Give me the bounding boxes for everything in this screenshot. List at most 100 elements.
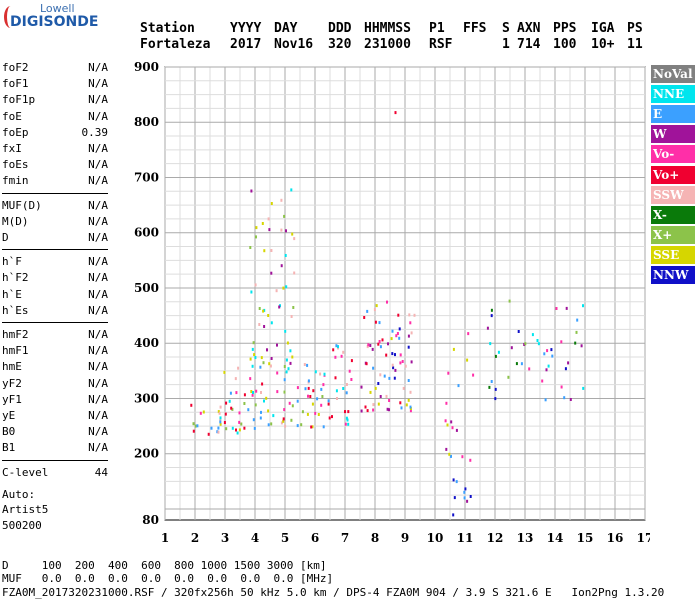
data-point [238, 428, 241, 432]
data-point [472, 373, 475, 377]
data-point [322, 383, 325, 387]
param-name: fxI [2, 142, 22, 155]
data-point [410, 331, 413, 335]
x-tick-label: 17 [637, 531, 650, 545]
data-point [283, 390, 286, 394]
data-point [285, 285, 288, 289]
data-point [469, 495, 472, 498]
data-point [319, 372, 322, 376]
legend-item-vo-: Vo- [651, 145, 695, 164]
header-label: AXN [517, 21, 541, 36]
data-point [340, 354, 343, 358]
data-point [301, 410, 304, 414]
data-point [293, 271, 296, 275]
data-point [263, 399, 265, 403]
data-point [410, 360, 413, 364]
data-point [524, 342, 527, 346]
data-point [463, 490, 466, 494]
x-tick-label: 15 [577, 531, 594, 545]
divider [2, 249, 108, 251]
data-point [253, 353, 256, 357]
data-point [345, 416, 348, 420]
param-row: foEp 0.39 [2, 125, 108, 141]
data-point [575, 330, 578, 334]
param-name: h`F2 [2, 271, 29, 285]
data-point [219, 418, 222, 422]
data-point [576, 318, 579, 322]
data-point [219, 416, 222, 420]
data-point [320, 387, 323, 391]
data-point [490, 308, 493, 312]
x-tick-label: 2 [191, 531, 199, 545]
param-name: yF1 [2, 392, 22, 406]
param-row: yF1 N/A [2, 392, 108, 408]
divider [2, 459, 108, 461]
data-point [486, 326, 489, 330]
data-point [247, 408, 250, 412]
data-point [331, 415, 333, 419]
data-point [391, 352, 394, 356]
data-point [283, 378, 286, 382]
data-point [360, 385, 363, 389]
data-point [494, 354, 497, 358]
data-point [269, 364, 272, 368]
data-point [464, 487, 467, 491]
divider [2, 322, 108, 323]
data-point [275, 289, 278, 293]
data-point [252, 391, 254, 394]
header-value: 714 [517, 37, 541, 52]
legend-item-e: E [651, 105, 695, 124]
data-point [386, 300, 388, 304]
data-point [265, 396, 268, 400]
data-point [280, 421, 283, 425]
data-point [394, 111, 397, 115]
data-point [334, 355, 337, 359]
header-label: HHMMSS [364, 21, 411, 36]
data-point [523, 343, 526, 346]
param-value: N/A [88, 303, 108, 317]
data-point [255, 389, 258, 393]
data-point [270, 357, 273, 360]
x-tick-label: 6 [311, 531, 319, 545]
data-point [266, 348, 268, 352]
data-point [267, 314, 270, 317]
data-point [249, 357, 252, 361]
data-point [388, 376, 391, 380]
data-point [260, 391, 262, 394]
header-value: 100 [553, 37, 577, 52]
data-point [391, 329, 394, 333]
data-point [199, 411, 202, 415]
data-point [252, 341, 255, 345]
data-point [223, 370, 226, 374]
data-point [371, 347, 374, 351]
data-point [551, 354, 554, 358]
param-name: C-level [2, 465, 49, 479]
data-point [284, 254, 287, 257]
data-point [377, 342, 380, 346]
data-point [335, 389, 338, 393]
data-point [342, 350, 345, 354]
param-value: N/A [88, 409, 108, 422]
data-point [270, 271, 273, 275]
param-value: N/A [88, 142, 108, 155]
data-point [450, 420, 453, 424]
header-label: S [502, 21, 510, 36]
param-name: foF1p [2, 93, 36, 107]
data-point [344, 410, 346, 414]
param-name: MUF(D) [2, 198, 42, 212]
data-point [528, 367, 531, 371]
data-point [398, 327, 401, 331]
param-value: N/A [88, 77, 108, 91]
data-point [409, 390, 412, 394]
data-point [342, 387, 345, 390]
data-point [366, 409, 369, 413]
data-point [345, 383, 348, 386]
param-row: foE N/A [2, 109, 108, 125]
data-point [229, 391, 232, 395]
x-tick-label: 7 [341, 531, 349, 545]
param-name: yF2 [2, 376, 22, 390]
data-point [218, 411, 221, 415]
data-point [282, 419, 285, 423]
data-point [258, 323, 261, 326]
data-point [290, 188, 293, 192]
